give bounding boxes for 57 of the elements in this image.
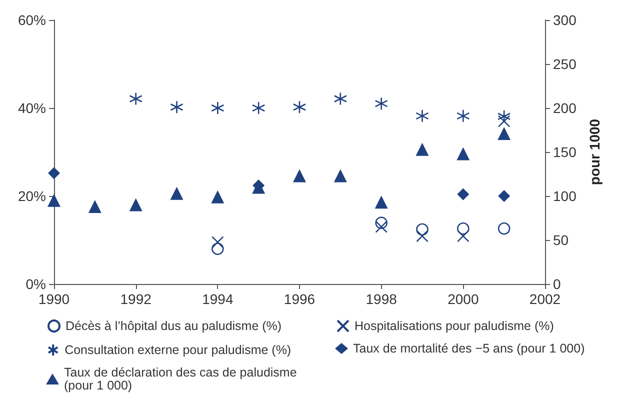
y-tick-label: 20%: [18, 188, 46, 204]
y2-tick-label: 250: [553, 56, 577, 72]
y-tick-label: 0%: [26, 276, 46, 292]
point: [88, 200, 102, 214]
point: [375, 216, 388, 229]
y2-tick-label: 50: [553, 232, 569, 248]
point: [457, 230, 470, 242]
y-tick-label: 60%: [18, 12, 46, 28]
point: [416, 142, 429, 156]
point: [293, 169, 306, 182]
point: [252, 101, 266, 115]
point: [416, 223, 428, 236]
x-tick-label: 1992: [120, 291, 152, 307]
x-tick-label: 1998: [366, 291, 398, 307]
legend-label: Taux de mortalité des −5 ans (pour 1 000): [353, 342, 585, 356]
y2-tick-label: 100: [553, 188, 577, 204]
point: [48, 194, 60, 207]
x-tick-label: 1996: [284, 291, 316, 307]
point: [456, 109, 470, 123]
point: [498, 115, 510, 128]
y2-tick-label: 150: [553, 144, 577, 160]
point: [334, 169, 347, 182]
point: [498, 222, 510, 235]
point: [211, 101, 224, 115]
point: [212, 242, 224, 255]
point: [170, 186, 184, 200]
point: [498, 127, 511, 140]
point: [334, 92, 348, 106]
point: [129, 198, 142, 212]
point: [457, 188, 470, 200]
legend-label: Hospitalisations pour paludisme (%): [354, 319, 554, 333]
y2-tick-label: 0: [553, 276, 561, 292]
point: [129, 92, 142, 106]
point: [416, 230, 428, 242]
point: [498, 190, 510, 202]
legend-label: Consultation externe pour paludisme (%): [64, 343, 292, 357]
point: [212, 236, 224, 248]
point: [416, 109, 429, 123]
y2-axis-title: pour 1000: [586, 118, 602, 186]
y-tick-label: 40%: [18, 100, 46, 116]
point: [292, 100, 306, 114]
point: [211, 190, 224, 204]
x-tick-label: 1994: [202, 291, 234, 307]
legend-label: Décès à l’hôpital dus au paludisme (%): [66, 319, 282, 333]
point: [457, 222, 470, 235]
point: [374, 196, 388, 209]
point: [170, 100, 184, 114]
point: [456, 147, 470, 160]
point: [374, 96, 388, 110]
x-tick-label: 2000: [448, 291, 479, 307]
point: [48, 167, 60, 180]
y2-tick-label: 300: [553, 12, 577, 28]
point: [375, 220, 388, 233]
x-tick-label: 1990: [38, 291, 70, 307]
x-tick-label: 2002: [529, 291, 561, 307]
y2-tick-label: 200: [553, 100, 577, 116]
legend-label: Taux de déclaration des cas de paludisme (pour 1 000): [64, 366, 300, 392]
